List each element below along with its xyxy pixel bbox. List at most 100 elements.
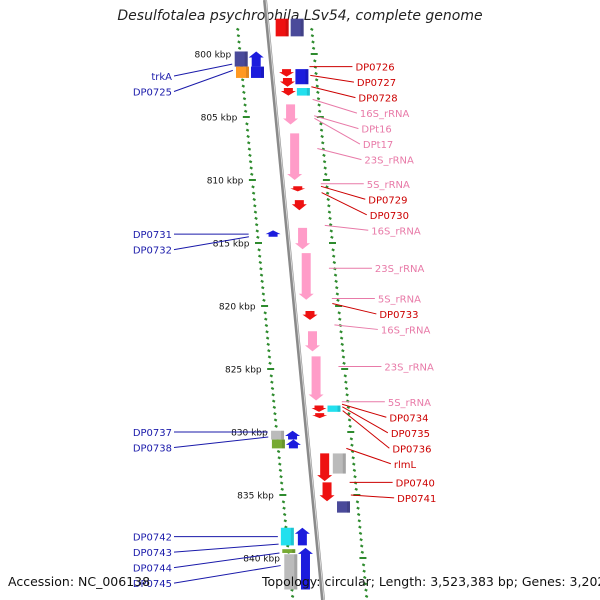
label-leader-right	[314, 115, 359, 130]
tick-left	[243, 103, 247, 107]
tick-left	[236, 27, 240, 31]
tick-right	[337, 311, 341, 315]
gene-red-arrow	[312, 413, 328, 419]
gene-label-left: DP0743	[133, 548, 172, 559]
tick-right	[311, 46, 316, 50]
gene-orange-block-shade	[245, 66, 249, 78]
tick-left	[254, 223, 259, 227]
tick-left	[282, 506, 286, 510]
tick-left	[270, 380, 274, 384]
tick-right	[324, 172, 328, 176]
gene-green-block	[282, 549, 296, 553]
tick-left	[283, 519, 288, 523]
tick-left	[279, 481, 284, 485]
tick-right	[314, 78, 319, 82]
gene-label-right: DP0741	[397, 494, 436, 505]
tick-left	[251, 185, 255, 189]
tick-left	[249, 166, 253, 170]
tick-left	[236, 34, 241, 38]
tick-left	[266, 342, 270, 346]
gene-label-right: DP0729	[368, 195, 407, 206]
label-leader-right	[332, 302, 377, 315]
tick-left	[279, 475, 283, 479]
tick-right	[322, 160, 327, 164]
tick-left	[285, 544, 290, 548]
tick-left	[241, 84, 245, 88]
gene-cyan-block	[280, 527, 294, 546]
tick-left	[271, 393, 275, 397]
label-leader-right	[342, 410, 390, 449]
gene-indigo-block-shade	[347, 501, 351, 513]
label-leader-right	[312, 98, 358, 114]
gene-label-right: DP0735	[391, 429, 430, 440]
gene-label-left: DP0732	[133, 246, 172, 257]
gene-label-right: DP0740	[396, 478, 435, 489]
tick-left	[262, 298, 266, 302]
tick-left	[267, 349, 271, 353]
gene-pink-arrow	[308, 356, 324, 401]
gene-pink-arrow	[287, 133, 303, 180]
tick-left	[290, 588, 294, 592]
gene-label-left: DP0745	[133, 579, 172, 590]
label-leader-right	[314, 117, 361, 145]
label-leader-left	[173, 436, 269, 448]
gene-labels: trkA DP0725 DP0731 DP0732 DP0737 DP0738 DP0742…	[133, 63, 437, 590]
tick-right	[320, 134, 324, 139]
rna-label-right: 16S_rRNA	[360, 109, 410, 120]
gene-label-left: DP0738	[133, 444, 172, 455]
tick-left	[247, 147, 252, 151]
tick-right	[356, 506, 360, 510]
tick-right	[356, 512, 361, 517]
rna-label-right: DPt16	[361, 125, 391, 136]
tick-right	[363, 575, 367, 580]
gene-label-left: DP0744	[133, 564, 172, 575]
tick-right	[341, 355, 346, 359]
gene-indigo-block-shade	[244, 51, 248, 67]
tick-left	[237, 40, 241, 44]
tick-right	[317, 109, 322, 113]
tick-left	[261, 292, 266, 296]
tick-right	[325, 185, 329, 189]
gene-label-right: DP0733	[379, 310, 418, 321]
tick-left	[255, 229, 259, 233]
gene-pink-arrow	[283, 104, 299, 125]
tick-right	[340, 342, 344, 346]
tick-left	[282, 512, 287, 517]
gene-pink-arrow	[295, 227, 311, 250]
tick-left	[260, 279, 264, 283]
tick-left	[263, 311, 267, 315]
tick-right	[326, 197, 330, 202]
kbp-label: 840 kbp	[243, 555, 280, 565]
tick-left	[281, 500, 286, 504]
tick-left	[258, 260, 263, 265]
tick-left	[259, 267, 263, 271]
rna-label-right: 23S_rRNA	[364, 156, 414, 167]
tick-left	[253, 204, 257, 208]
gene-gray-block-shade	[342, 453, 346, 474]
tick-left	[252, 197, 256, 202]
tick-left	[270, 386, 275, 391]
gene-cyan-block-shade	[306, 88, 310, 96]
tick-left	[278, 468, 283, 472]
tick-right	[314, 71, 318, 76]
tick-right	[321, 141, 325, 145]
gene-label-right: DP0727	[357, 78, 396, 89]
tick-right	[328, 216, 332, 220]
gene-label-right: rlmL	[394, 460, 417, 471]
gene-gray-block-shade	[281, 430, 285, 440]
tick-left	[247, 141, 251, 145]
gene-red-block-shade	[285, 18, 289, 37]
tick-left	[245, 122, 249, 126]
tick-right	[319, 122, 323, 126]
kbp-label: 835 kbp	[237, 492, 274, 502]
tick-right	[331, 254, 336, 258]
tick-left	[237, 46, 242, 50]
label-leader-right	[341, 403, 387, 418]
map-title: Desulfotalea psychrophila LSv54, complet…	[117, 8, 483, 24]
kbp-label: 820 kbp	[219, 303, 256, 313]
tick-right	[330, 235, 334, 239]
gene-red-arrow	[280, 88, 296, 96]
gene-cyan-block	[327, 405, 341, 412]
gene-features	[234, 18, 351, 590]
label-leader-right	[334, 324, 378, 330]
